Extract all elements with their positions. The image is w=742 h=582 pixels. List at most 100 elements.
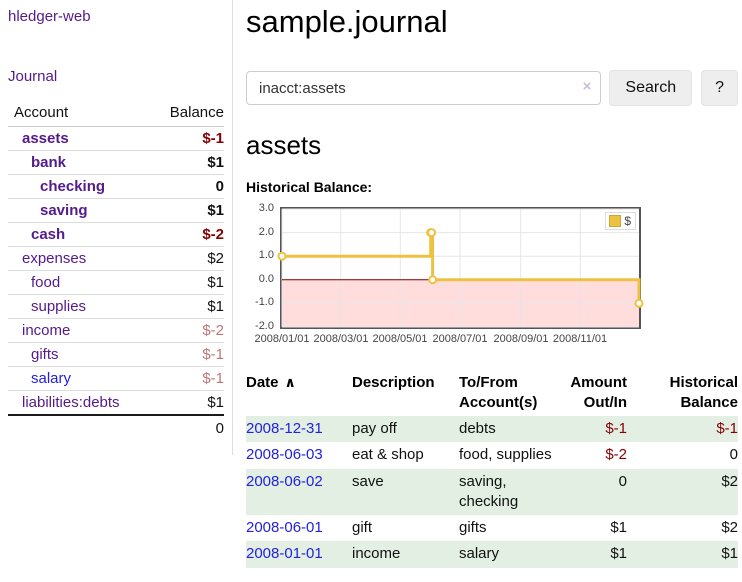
account-row: assets $-1 [8,126,224,151]
help-button[interactable]: ? [701,70,738,106]
account-balance: 0 [148,174,224,199]
accounts-total-balance: 0 [148,414,224,441]
transaction-amount: 0 [618,472,627,490]
sort-asc-icon: ∧ [284,374,296,390]
transaction-row: 2008-06-01 gift gifts $1 $2 [246,515,738,541]
register-column-header: Historical Balance [669,374,738,411]
account-balance: $1 [148,270,224,295]
account-balance: $1 [148,294,224,319]
transaction-date-link[interactable]: 2008-12-31 [246,420,323,437]
x-axis-tick-label: 2008/05/01 [372,333,428,345]
y-axis-tick-label: 1.0 [258,249,274,261]
accounts-header-balance: Balance [148,101,224,127]
transaction-date-link[interactable]: 2008-01-01 [246,545,323,563]
transaction-description: gift [352,519,373,536]
search-form: × Search ? [246,70,738,106]
chart-plot-area: $ [277,207,644,329]
transaction-row: 2008-12-31 pay off debts $-1 $-1 [246,416,738,443]
transaction-description: income [352,545,401,563]
search-box: × [246,71,602,105]
account-link[interactable]: expenses [22,250,87,267]
y-axis-tick-label: -2.0 [255,320,274,332]
x-axis-tick-label: 2008/03/01 [313,333,369,345]
transaction-balance: 0 [729,446,738,464]
page-title: sample.journal [246,4,448,39]
sidebar: hledger-web Journal Account Balance asse… [0,0,233,455]
transaction-date-link[interactable]: 2008-06-03 [246,446,323,464]
account-balance: $-1 [148,366,224,391]
account-link[interactable]: assets [22,130,69,147]
account-row: salary $-1 [8,366,224,391]
account-link[interactable]: bank [31,154,67,171]
transaction-description: eat & shop [352,446,424,464]
accounts-header-row: Account Balance [8,101,224,127]
account-link[interactable]: checking [40,178,106,195]
y-axis-tick-label: -1.0 [255,296,274,308]
transaction-row: 2008-01-01 income salary $1 $1 [246,541,738,568]
y-axis-tick-label: 2.0 [258,226,274,238]
accounts-table: Account Balance assets $-1 bank $1 checking 0… [8,101,224,441]
x-axis-tick-label: 2008/01/01 [254,333,310,345]
transaction-balance: $1 [721,545,738,563]
y-axis-tick-label: 3.0 [258,202,274,214]
account-balance: $-2 [148,222,224,247]
account-balance: $2 [148,246,224,271]
account-heading: assets [246,130,322,160]
clear-search-icon[interactable]: × [582,78,592,95]
register-column-header[interactable]: Date ∧ [246,374,296,391]
account-row: expenses $2 [8,246,224,271]
account-row: income $-2 [8,318,224,343]
account-balance: $-1 [148,126,224,151]
register-table: Date ∧ Description To/From Account(s) Amount O… [246,369,738,568]
account-row: gifts $-1 [8,342,224,367]
legend-swatch-icon [609,215,622,227]
account-row: saving $1 [8,198,224,223]
account-row: liabilities:debts $1 [8,390,224,416]
historical-balance-chart: $ 3.0 2.0 1.0 0.0 -1.0 -2.0 2008/01/01 2008/03/… [246,202,738,353]
x-axis-tick-label: 2008/09/01 [493,333,549,345]
transaction-amount: $-1 [605,420,627,437]
transaction-accounts: debts [459,420,496,437]
brand-link[interactable]: hledger-web [8,8,91,25]
search-button[interactable]: Search [609,70,693,106]
transaction-date-link[interactable]: 2008-06-01 [246,519,323,536]
accounts-header-account: Account [8,101,149,127]
account-balance: $-1 [148,342,224,367]
account-link[interactable]: cash [31,226,66,243]
account-link[interactable]: gifts [31,346,59,363]
account-link[interactable]: income [22,322,71,339]
transaction-amount: $1 [610,519,627,536]
x-axis-tick-label: 2008/11/01 [552,333,608,345]
account-link[interactable]: saving [40,202,88,219]
transaction-row: 2008-06-03 eat & shop food, supplies $-2 0 [246,442,738,468]
accounts-total-row: 0 [8,414,224,441]
x-axis-tick-label: 2008/07/01 [432,333,488,345]
transaction-row: 2008-06-02 save saving, checking 0 $2 [246,468,738,515]
search-input[interactable] [246,71,602,105]
transaction-amount: $1 [610,545,627,563]
transaction-accounts: food, supplies [459,446,552,464]
sidebar-item-journal[interactable]: Journal [8,68,58,85]
transaction-amount: $-2 [605,446,627,464]
main-content: sample.journal × Search ? assets Histori… [233,0,742,578]
account-link[interactable]: supplies [31,298,87,315]
account-balance: $1 [148,150,224,175]
transaction-description: pay off [352,420,397,437]
account-row: bank $1 [8,150,224,175]
account-row: supplies $1 [8,294,224,319]
account-row: checking 0 [8,174,224,199]
account-row: food $1 [8,270,224,295]
account-link[interactable]: salary [31,370,72,387]
account-link[interactable]: liabilities:debts [22,394,120,411]
account-link[interactable]: food [31,274,61,291]
transaction-balance: $2 [721,472,738,490]
transaction-accounts: salary [459,545,500,563]
account-balance: $-2 [148,318,224,343]
transaction-description: save [352,472,384,490]
account-balance: $1 [148,198,224,223]
transaction-balance: $2 [721,519,738,536]
register-header-row: Date ∧ Description To/From Account(s) Amount O… [246,369,738,416]
transaction-date-link[interactable]: 2008-06-02 [246,472,323,490]
register-column-header: To/From Account(s) [459,374,538,411]
